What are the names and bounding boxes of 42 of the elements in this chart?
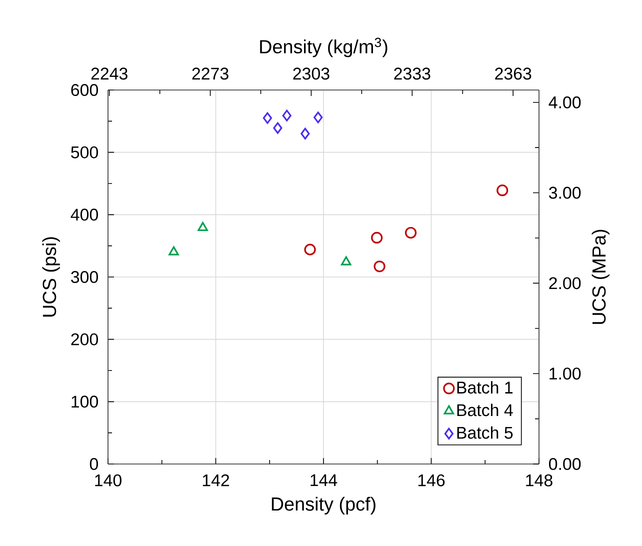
- point: [374, 260, 386, 272]
- y-tick-label: 200: [71, 333, 98, 346]
- point: [168, 246, 179, 256]
- point: [262, 112, 272, 124]
- y-tick-label: 600: [71, 84, 98, 96]
- y2-axis-title: UCS (MPa): [592, 230, 610, 324]
- point: [340, 256, 352, 266]
- x-tick-label: 142: [202, 474, 230, 486]
- y-tick-label: 100: [72, 396, 98, 408]
- y2-tick-label: 4.00: [548, 96, 581, 108]
- legend-label: Batch 5: [457, 426, 513, 439]
- x2-tick-label: 2273: [192, 68, 228, 80]
- y-tick-label: 0: [90, 458, 98, 470]
- legend-label: Batch 1: [457, 381, 513, 394]
- x2-axis-title: Density (kg/m$^{3}$): [260, 38, 388, 58]
- y2-tick-label: 2.00: [549, 277, 581, 290]
- y2-tick-label: 1.00: [550, 368, 581, 380]
- legend-label: Batch 4: [457, 404, 513, 416]
- point: [404, 226, 417, 239]
- y2-tick-label: 0.00: [549, 458, 581, 470]
- point: [273, 122, 282, 134]
- y-axis-title: UCS (psi): [42, 237, 60, 317]
- point: [300, 128, 310, 140]
- x2-tick-label: 2363: [495, 68, 532, 80]
- x2-tick-label: 2303: [293, 68, 330, 80]
- y2-tick-label: 3.00: [548, 186, 581, 199]
- y-tick-label: 500: [71, 146, 98, 158]
- x-tick-label: 148: [526, 474, 552, 486]
- x2-tick-label: 2333: [394, 68, 430, 80]
- point: [304, 244, 316, 256]
- y-tick-label: 400: [70, 208, 98, 221]
- point: [314, 112, 323, 124]
- y-tick-label: 300: [71, 271, 98, 284]
- x-tick-label: 144: [310, 474, 338, 486]
- x-tick-label: 140: [95, 474, 122, 486]
- point: [282, 110, 292, 122]
- point: [198, 222, 208, 232]
- point: [496, 184, 508, 196]
- x-axis-title: Density (pcf): [272, 496, 376, 514]
- point: [371, 232, 383, 244]
- x-tick-label: 146: [418, 474, 445, 486]
- x2-tick-label: 2243: [91, 68, 128, 80]
